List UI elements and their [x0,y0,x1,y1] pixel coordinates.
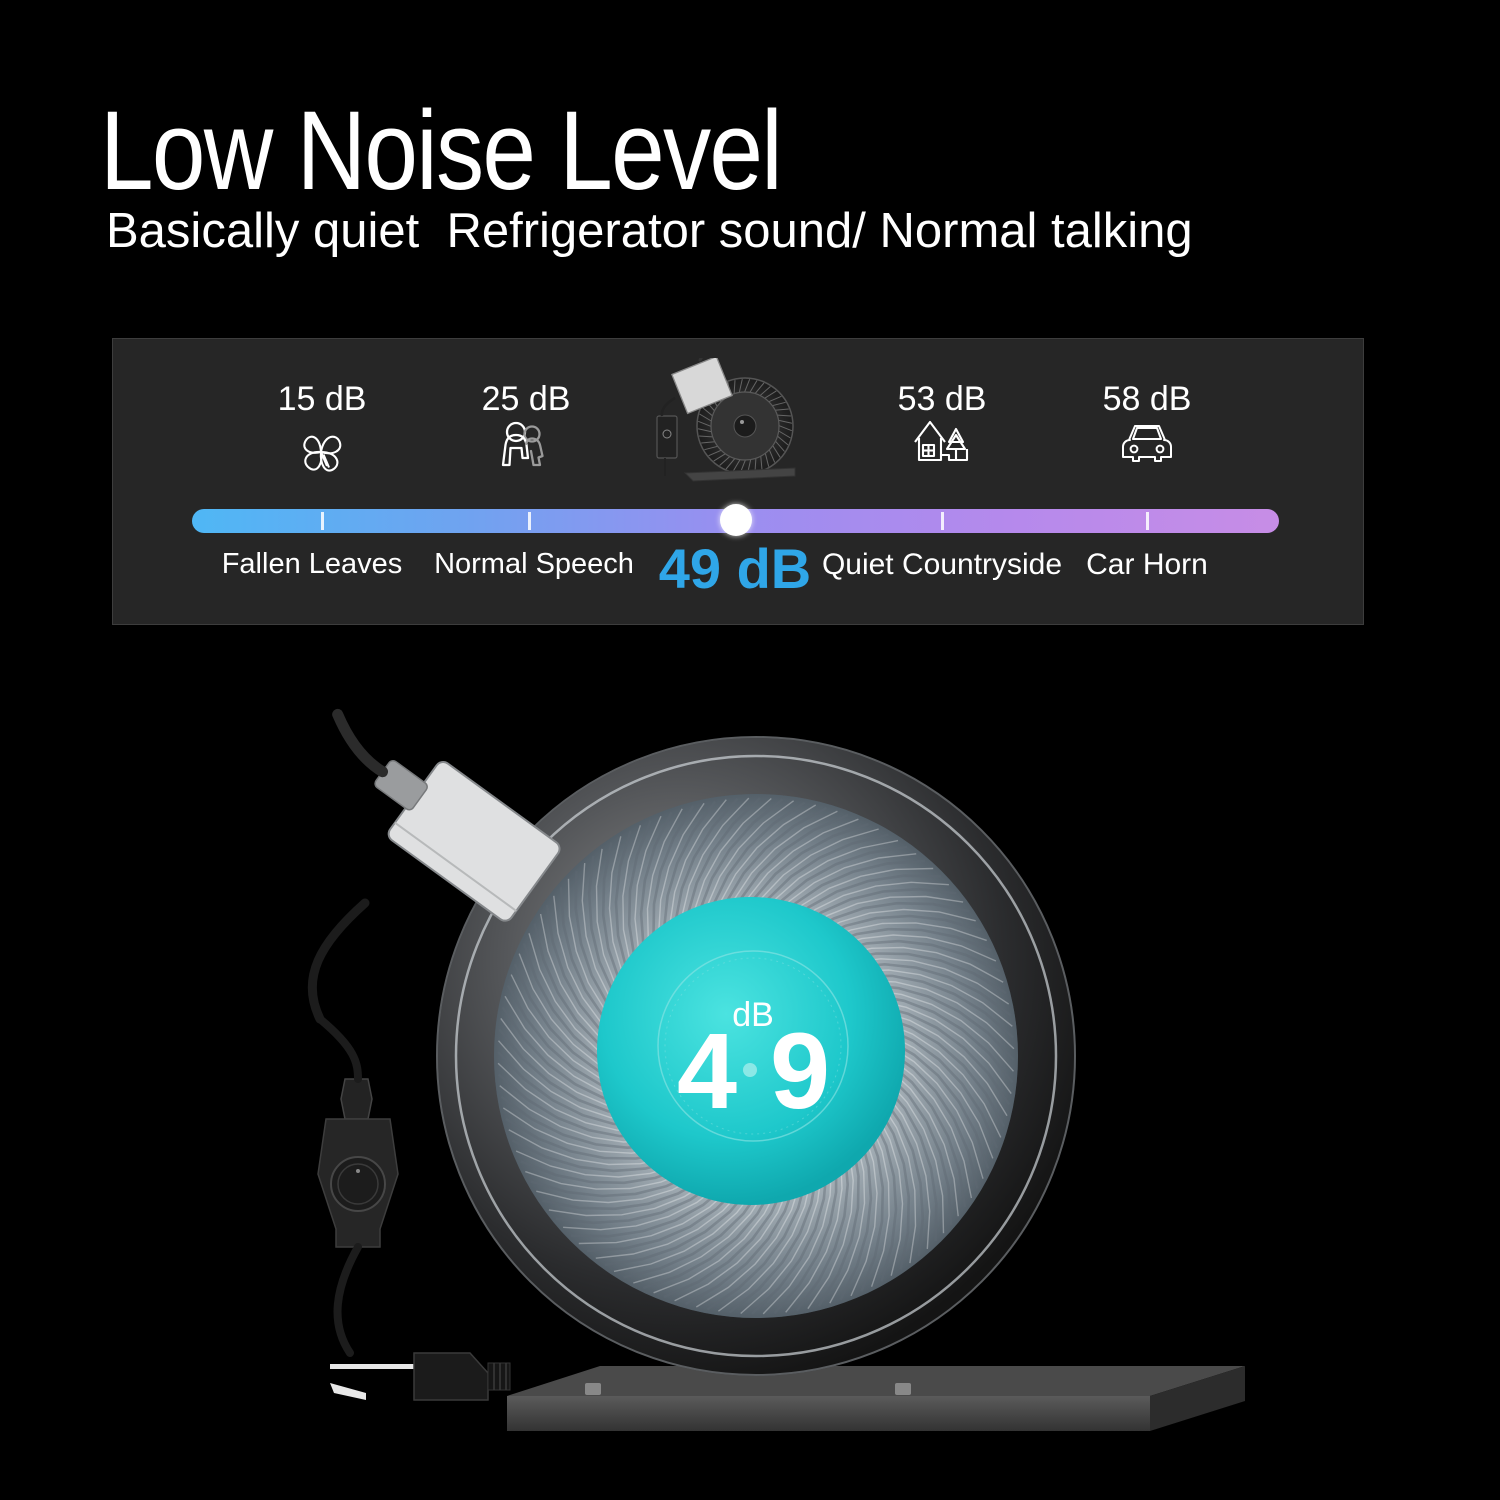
svg-text:dB: dB [732,996,774,1034]
svg-text:4: 4 [677,1010,737,1131]
svg-text:9: 9 [770,1010,830,1131]
